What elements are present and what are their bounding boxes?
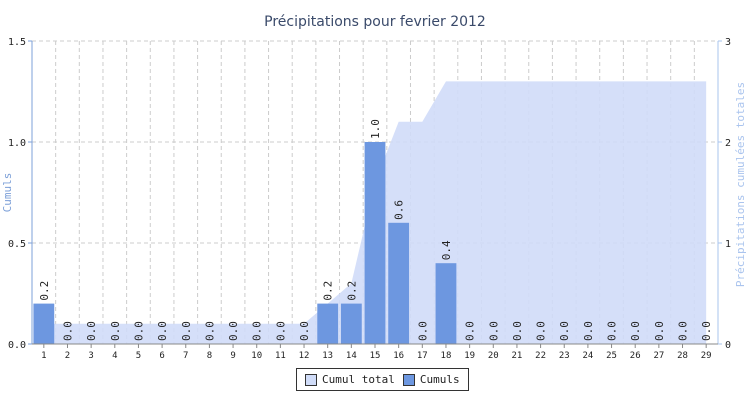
data-label-day-1: 0.2 [38, 281, 51, 301]
x-tick-label: 19 [464, 351, 475, 361]
data-label-day-14: 0.2 [345, 281, 358, 301]
x-tick-label: 3 [88, 351, 93, 361]
data-label-day-11: 0.0 [274, 321, 287, 341]
data-label-day-21: 0.0 [511, 321, 524, 341]
x-tick-label: 9 [230, 351, 235, 361]
legend-item-cumuls: Cumuls [402, 373, 460, 386]
y-tick-label-left: 1.5 [8, 37, 26, 48]
data-label-day-27: 0.0 [653, 321, 666, 341]
y-tick-label-right: 3 [725, 37, 731, 48]
data-label-day-3: 0.0 [85, 321, 98, 341]
y-axis-title-right: Précipitations cumulées totales [734, 82, 747, 287]
x-tick-label: 1 [41, 351, 46, 361]
x-tick-label: 18 [441, 351, 452, 361]
data-label-day-23: 0.0 [558, 321, 571, 341]
legend-swatch-cumuls [402, 373, 415, 386]
data-label-day-15: 1.0 [369, 119, 382, 139]
x-tick-label: 20 [488, 351, 499, 361]
x-tick-label: 24 [582, 351, 593, 361]
x-tick-label: 16 [393, 351, 404, 361]
x-tick-label: 15 [370, 351, 381, 361]
x-tick-label: 10 [251, 351, 262, 361]
x-tick-label: 17 [417, 351, 428, 361]
data-label-day-7: 0.0 [180, 321, 193, 341]
legend-item-cumul-total: Cumul total [305, 373, 395, 386]
x-tick-label: 28 [677, 351, 688, 361]
y-tick-label-left: 1.0 [8, 138, 26, 149]
chart-title: Précipitations pour fevrier 2012 [264, 14, 486, 30]
data-label-day-10: 0.0 [251, 321, 264, 341]
data-label-day-2: 0.0 [61, 321, 74, 341]
x-tick-label: 12 [299, 351, 310, 361]
y-tick-label-right: 0 [725, 340, 731, 351]
legend-label-cumul-total: Cumul total [322, 373, 395, 386]
x-tick-label: 8 [207, 351, 212, 361]
data-label-day-8: 0.0 [203, 321, 216, 341]
legend-label-cumuls: Cumuls [419, 373, 460, 386]
x-tick-label: 22 [535, 351, 546, 361]
x-tick-label: 7 [183, 351, 188, 361]
legend-swatch-cumul-total [305, 373, 317, 386]
data-label-day-13: 0.2 [322, 281, 335, 301]
data-label-day-24: 0.0 [582, 321, 595, 341]
data-label-day-19: 0.0 [464, 321, 477, 341]
x-tick-label: 29 [701, 351, 712, 361]
x-tick-label: 14 [346, 351, 357, 361]
x-tick-label: 23 [559, 351, 570, 361]
data-label-day-28: 0.0 [677, 321, 690, 341]
x-tick-label: 26 [630, 351, 641, 361]
y-tick-label-right: 2 [725, 138, 731, 149]
data-label-day-17: 0.0 [416, 321, 429, 341]
x-tick-label: 6 [159, 351, 164, 361]
data-label-day-25: 0.0 [606, 321, 619, 341]
legend: Cumul total Cumuls [296, 368, 469, 391]
data-label-day-22: 0.0 [535, 321, 548, 341]
bar-day-13 [317, 303, 339, 344]
x-tick-label: 25 [606, 351, 617, 361]
data-label-day-29: 0.0 [700, 321, 713, 341]
data-label-day-12: 0.0 [298, 321, 311, 341]
x-tick-label: 2 [65, 351, 70, 361]
x-tick-label: 5 [136, 351, 141, 361]
data-label-day-26: 0.0 [629, 321, 642, 341]
bar-day-1 [33, 303, 55, 344]
data-label-day-5: 0.0 [132, 321, 145, 341]
data-label-day-4: 0.0 [109, 321, 122, 341]
data-label-day-9: 0.0 [227, 321, 240, 341]
y-axis-title-left: Cumuls [1, 173, 14, 213]
x-tick-label: 21 [512, 351, 523, 361]
bar-day-15 [364, 142, 386, 344]
y-tick-label-left: 0.5 [8, 239, 26, 250]
x-tick-label: 4 [112, 351, 117, 361]
data-label-day-16: 0.6 [393, 200, 406, 220]
bar-day-16 [388, 222, 410, 344]
x-tick-label: 11 [275, 351, 286, 361]
y-tick-label-left: 0.0 [8, 340, 26, 351]
data-label-day-6: 0.0 [156, 321, 169, 341]
data-label-day-18: 0.4 [440, 240, 453, 260]
data-label-day-20: 0.0 [487, 321, 500, 341]
x-tick-label: 13 [322, 351, 333, 361]
x-tick-label: 27 [653, 351, 664, 361]
bar-day-18 [435, 263, 457, 344]
y-tick-label-right: 1 [725, 239, 731, 250]
bar-day-14 [340, 303, 362, 344]
